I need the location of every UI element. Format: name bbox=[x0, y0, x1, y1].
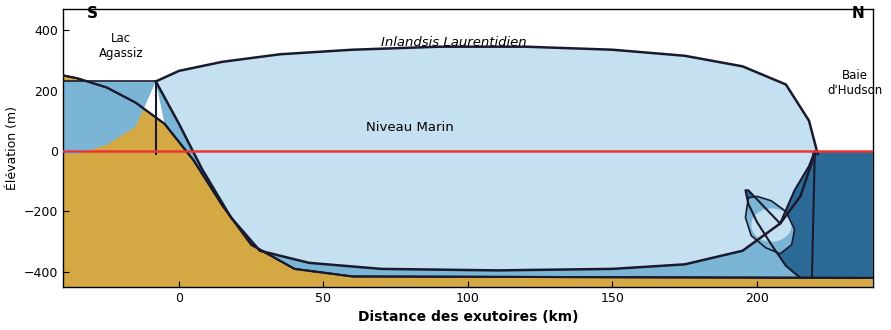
Polygon shape bbox=[63, 82, 156, 154]
Polygon shape bbox=[63, 76, 872, 287]
Text: Baie
d'Hudson: Baie d'Hudson bbox=[828, 69, 883, 97]
Text: Lac
Agassiz: Lac Agassiz bbox=[99, 32, 143, 60]
Polygon shape bbox=[746, 196, 795, 254]
Polygon shape bbox=[751, 209, 792, 242]
Y-axis label: Élévation (m): Élévation (m) bbox=[5, 106, 19, 190]
Polygon shape bbox=[156, 82, 872, 278]
Text: Inlandsis Laurentidien: Inlandsis Laurentidien bbox=[380, 36, 527, 49]
Polygon shape bbox=[156, 47, 818, 270]
Text: S: S bbox=[86, 6, 98, 21]
Polygon shape bbox=[746, 151, 814, 278]
X-axis label: Distance des exutoires (km): Distance des exutoires (km) bbox=[357, 311, 578, 324]
Polygon shape bbox=[812, 151, 872, 278]
Text: Niveau Marin: Niveau Marin bbox=[366, 121, 454, 134]
Text: N: N bbox=[852, 6, 864, 21]
